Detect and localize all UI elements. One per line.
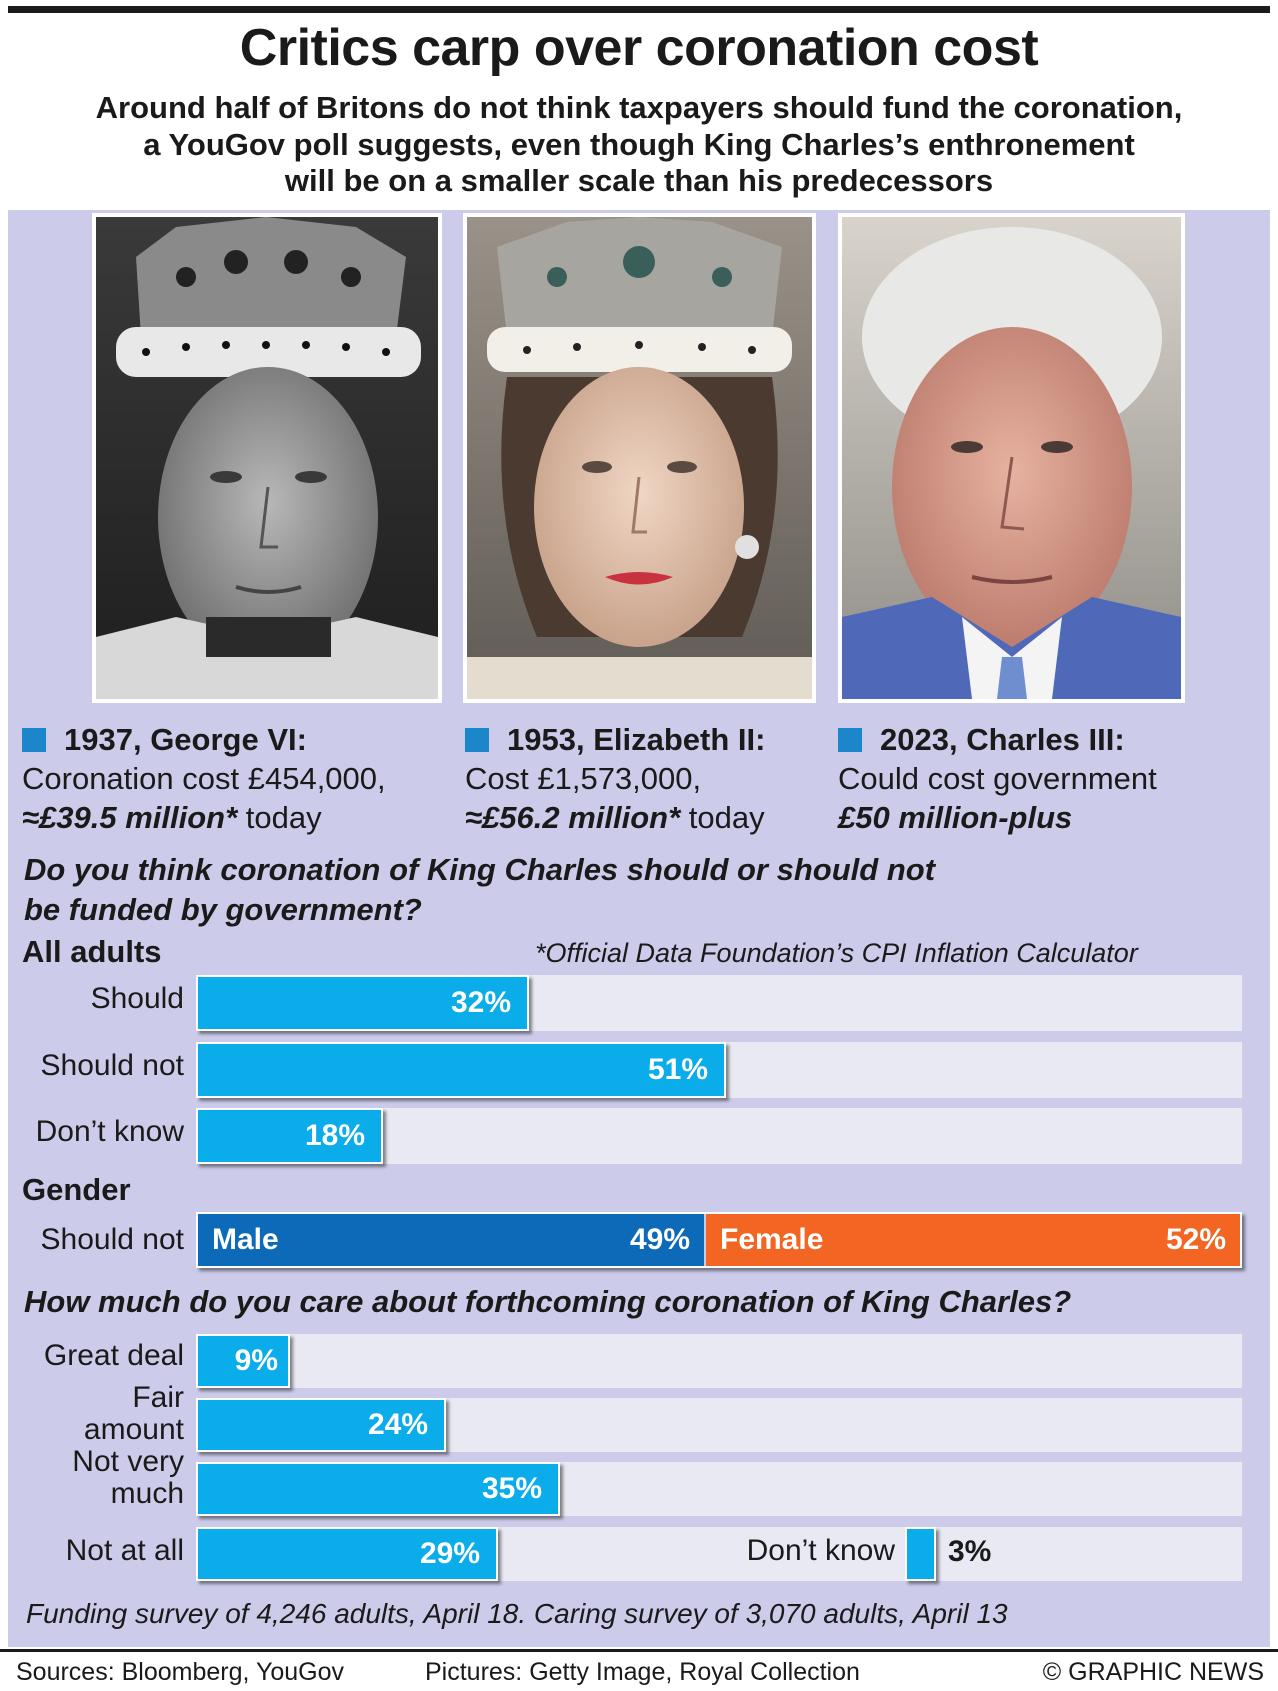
footer-credit: © GRAPHIC NEWS bbox=[1042, 1658, 1264, 1686]
inflation-note: *Official Data Foundation’s CPI Inflatio… bbox=[535, 938, 1138, 968]
bar-value-not-very-much: 35% bbox=[481, 1472, 542, 1505]
caption-george-vi: 1937, George VI: Coronation cost £454,00… bbox=[22, 720, 432, 837]
bar-don-t-know bbox=[905, 1527, 936, 1581]
footer-pictures: Pictures: Getty Image, Royal Collection bbox=[425, 1658, 860, 1686]
survey-footnote: Funding survey of 4,246 adults, April 18… bbox=[26, 1598, 1008, 1629]
section-all-adults: All adults bbox=[22, 934, 162, 969]
footer-sources: Sources: Bloomberg, YouGov bbox=[16, 1658, 344, 1686]
bar-label-should-not: Should not bbox=[40, 1049, 184, 1082]
photo-elizabeth-ii bbox=[463, 213, 816, 703]
segment-value-female: 52% bbox=[1165, 1223, 1226, 1256]
bar-label-not-at-all: Not at all bbox=[65, 1534, 184, 1567]
bar-value-fair-amount: 24% bbox=[367, 1408, 428, 1441]
caption-today: ≈£56.2 million* today bbox=[465, 798, 845, 837]
bar-label-don-t-know: Don’t know bbox=[746, 1534, 895, 1567]
question-funding: Do you think coronation of King Charles … bbox=[24, 852, 936, 927]
caption-cost: Could cost government bbox=[838, 761, 1157, 796]
photo-charles-iii bbox=[838, 213, 1185, 703]
caption-today-value: ≈£56.2 million* bbox=[465, 800, 681, 835]
bar-label-don-t-know: Don’t know bbox=[35, 1115, 184, 1148]
caption-today-suffix: today bbox=[237, 800, 322, 835]
bar-track bbox=[196, 1334, 1242, 1388]
bar-not-very-much: 35% bbox=[196, 1462, 560, 1516]
segment-name-male: Male bbox=[212, 1223, 279, 1256]
caption-heading: 2023, Charles III: bbox=[838, 720, 1258, 759]
caption-cost: Cost £1,573,000, bbox=[465, 761, 702, 796]
square-marker-icon bbox=[838, 727, 862, 752]
footer-rule bbox=[0, 1649, 1278, 1652]
caption-today: £50 million-plus bbox=[838, 798, 1258, 837]
caption-heading: 1953, Elizabeth II: bbox=[465, 720, 845, 759]
bar-don-t-know: 18% bbox=[196, 1108, 383, 1164]
page-subtitle: Around half of Britons do not think taxp… bbox=[95, 90, 1183, 199]
bar-value-don-t-know: 18% bbox=[304, 1119, 365, 1152]
caption-today-suffix: today bbox=[680, 800, 765, 835]
square-marker-icon bbox=[465, 727, 489, 752]
caption-elizabeth-ii: 1953, Elizabeth II: Cost £1,573,000, ≈£5… bbox=[465, 720, 845, 837]
bar-fair-amount: 24% bbox=[196, 1398, 446, 1452]
bar-value-not-at-all: 29% bbox=[419, 1537, 480, 1570]
bar-label-not-very-much: Not very much bbox=[72, 1445, 184, 1510]
bar-value-should: 32% bbox=[450, 986, 511, 1019]
bar-label-gender-should-not: Should not bbox=[40, 1223, 184, 1256]
bar-should-not: 51% bbox=[196, 1042, 726, 1098]
bar-segment-female: Female 52% bbox=[706, 1214, 1240, 1266]
caption-heading-text: 2023, Charles III: bbox=[880, 722, 1125, 757]
caption-today-value: ≈£39.5 million* bbox=[22, 800, 238, 835]
bar-segment-male: Male 49% bbox=[198, 1214, 704, 1266]
caption-charles-iii: 2023, Charles III: Could cost government… bbox=[838, 720, 1258, 837]
bar-value-great-deal: 9% bbox=[234, 1344, 278, 1377]
caption-today-value: £50 million-plus bbox=[838, 800, 1073, 835]
caption-heading-text: 1937, George VI: bbox=[64, 722, 307, 757]
bar-label-great-deal: Great deal bbox=[43, 1339, 184, 1372]
question-care: How much do you care about forthcoming c… bbox=[24, 1284, 1072, 1319]
footer bbox=[0, 1647, 1278, 1691]
segment-value-male: 49% bbox=[629, 1223, 690, 1256]
bar-should: 32% bbox=[196, 975, 529, 1031]
segment-name-female: Female bbox=[720, 1223, 824, 1256]
bar-great-deal: 9% bbox=[196, 1334, 290, 1388]
bar-gender-should-not: Male 49% Female 52% bbox=[196, 1212, 1242, 1268]
square-marker-icon bbox=[22, 727, 46, 752]
page-title: Critics carp over coronation cost bbox=[239, 19, 1039, 77]
bar-label-fair-amount: Fair amount bbox=[83, 1381, 184, 1446]
caption-cost: Coronation cost £454,000, bbox=[22, 761, 386, 796]
bar-not-at-all: 29% bbox=[196, 1527, 498, 1581]
top-rule bbox=[8, 6, 1270, 13]
photo-george-vi bbox=[92, 213, 442, 703]
caption-today: ≈£39.5 million* today bbox=[22, 798, 432, 837]
bar-label-should: Should bbox=[90, 982, 184, 1015]
section-gender: Gender bbox=[22, 1172, 131, 1207]
caption-heading: 1937, George VI: bbox=[22, 720, 432, 759]
bar-value-don-t-know: 3% bbox=[948, 1535, 992, 1568]
caption-heading-text: 1953, Elizabeth II: bbox=[507, 722, 766, 757]
bar-value-should-not: 51% bbox=[647, 1053, 708, 1086]
